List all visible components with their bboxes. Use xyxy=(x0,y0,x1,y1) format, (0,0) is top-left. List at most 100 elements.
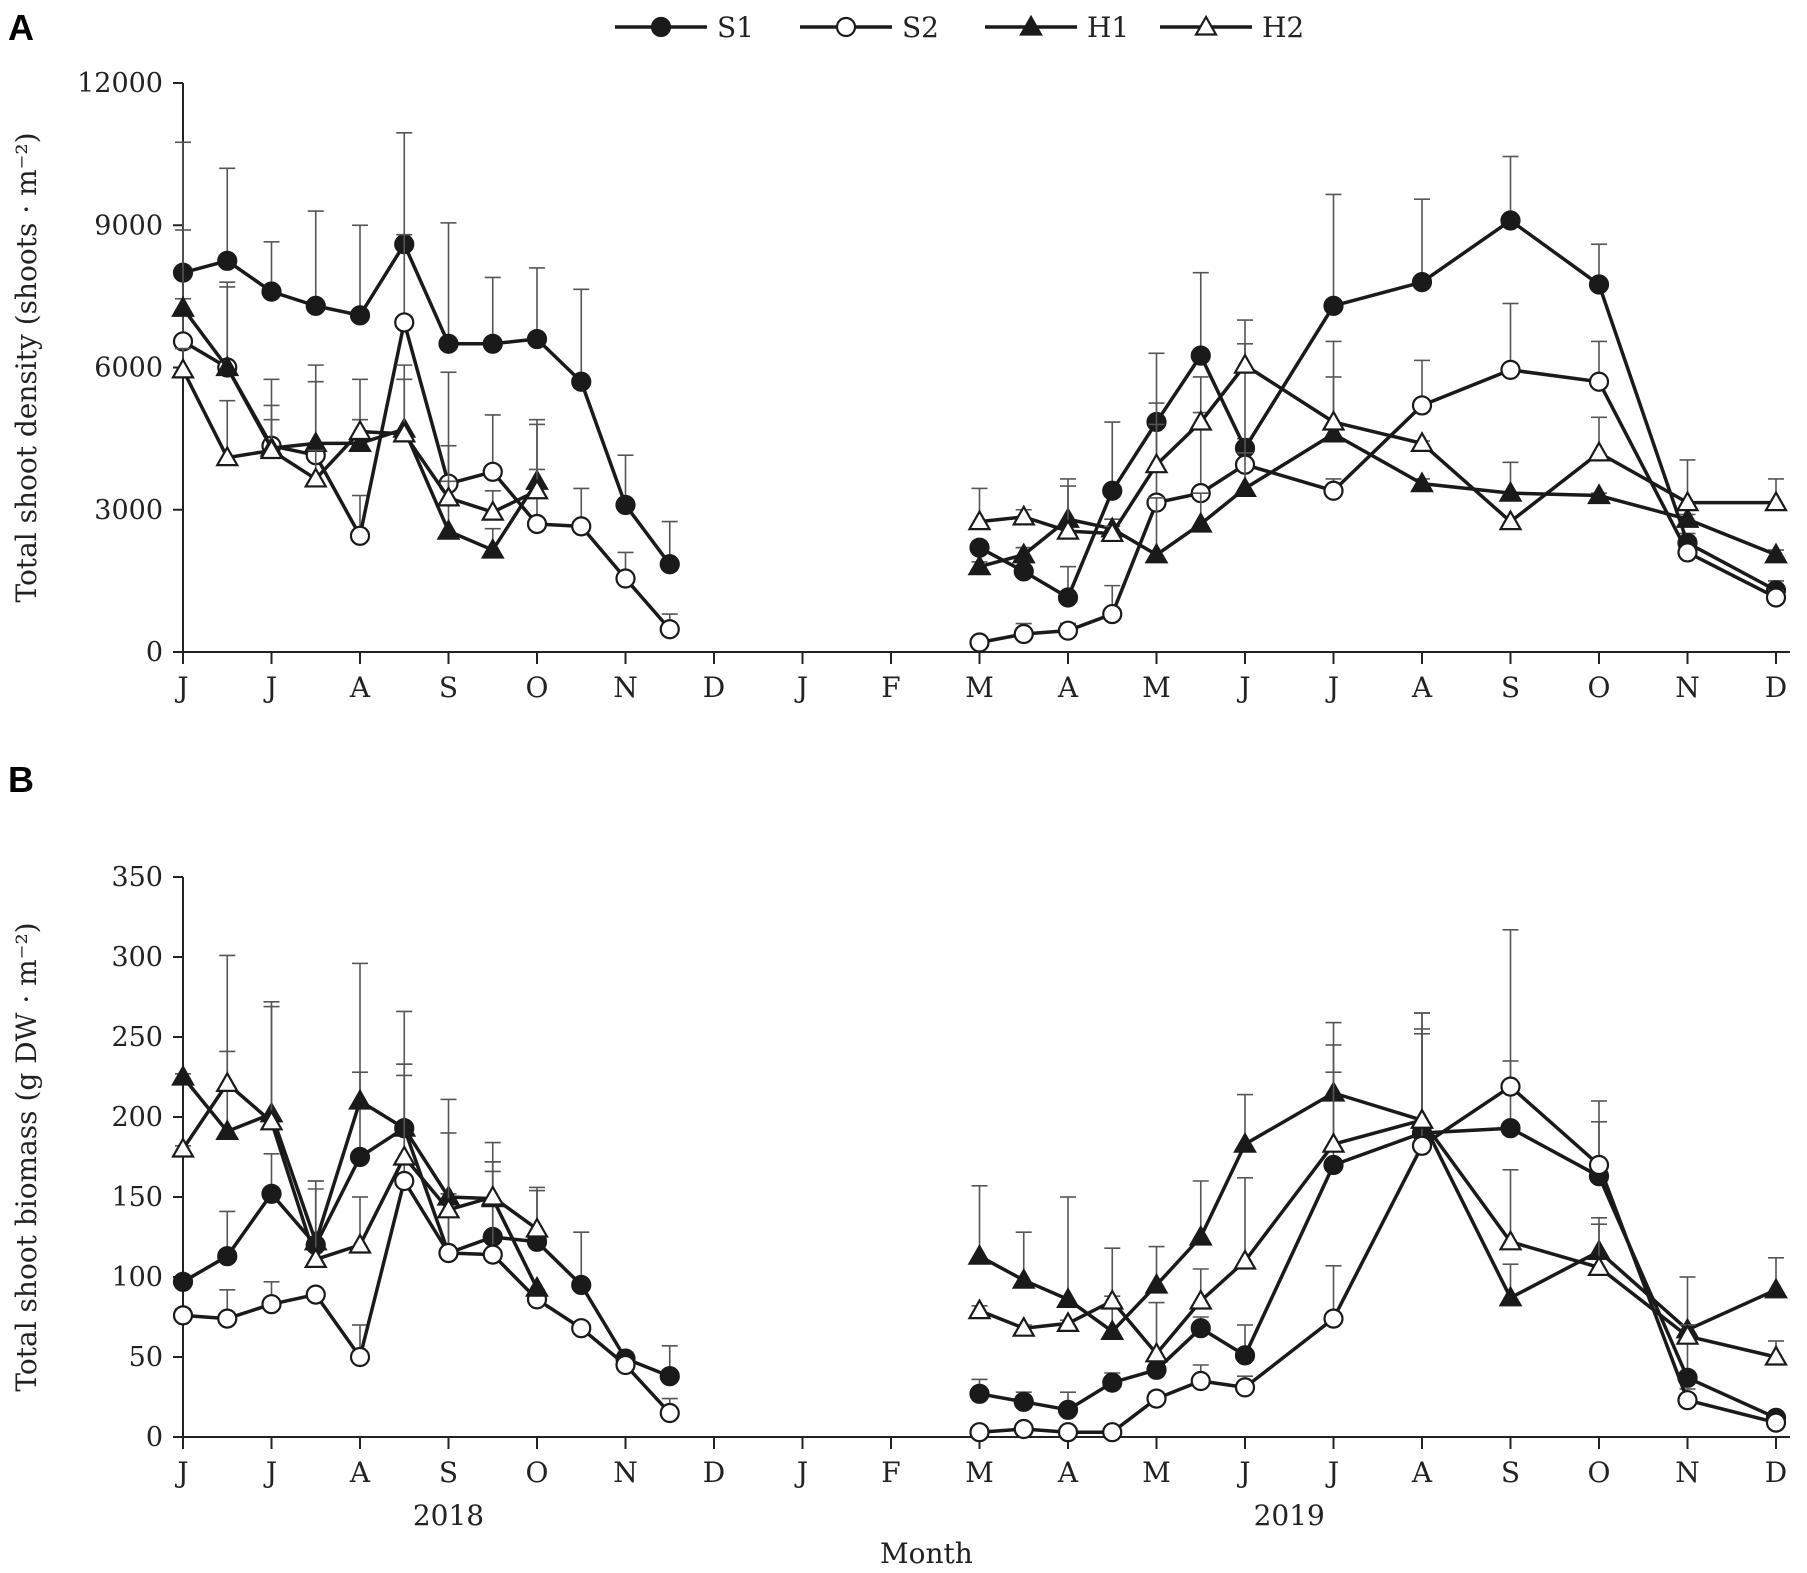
data-point-S2 xyxy=(1677,542,1698,563)
data-point-S2 xyxy=(1677,1390,1698,1411)
x-tick-label: J xyxy=(263,671,277,704)
x-tick-label: M xyxy=(965,671,994,704)
legend-label: S1 xyxy=(717,11,754,44)
data-point-H2 xyxy=(1100,1288,1125,1310)
data-point-H1 xyxy=(1321,421,1346,443)
data-point-S1 xyxy=(438,333,459,354)
legend-marker xyxy=(1019,14,1043,36)
data-point-H2 xyxy=(1498,1229,1523,1251)
data-point-S2 xyxy=(438,1242,459,1264)
data-point-S1 xyxy=(172,1271,194,1292)
series-line-S1 xyxy=(978,218,1777,600)
data-point-H2 xyxy=(348,1232,372,1254)
data-point-S2 xyxy=(1323,1308,1344,1329)
data-point-H2 xyxy=(1587,1255,1611,1277)
data-point-H2 xyxy=(436,485,461,507)
data-point-H2 xyxy=(348,419,372,441)
x-tick-label: A xyxy=(1057,671,1079,704)
x-tick-label: F xyxy=(881,671,900,704)
data-point-S2 xyxy=(482,461,503,482)
data-point-S1 xyxy=(1146,1359,1167,1380)
data-point-H2 xyxy=(480,1184,505,1206)
data-point-H2 xyxy=(1321,1131,1346,1153)
data-point-H1 xyxy=(1233,1131,1257,1153)
x-tick-label: J xyxy=(1325,1456,1339,1489)
series-line-H1 xyxy=(978,1091,1777,1334)
legend: S1 S2 H1 H2 xyxy=(615,11,1304,44)
data-point-H1 xyxy=(1764,542,1788,564)
data-point-S1 xyxy=(615,494,636,516)
data-point-H1 xyxy=(1188,511,1213,533)
data-point-H2 xyxy=(171,1136,195,1158)
x-axis-title: Month xyxy=(880,1537,973,1570)
data-point-S1 xyxy=(1057,1399,1079,1420)
data-point-S2 xyxy=(969,1422,990,1443)
data-point-H2 xyxy=(1056,1311,1080,1333)
data-point-S1 xyxy=(261,1183,282,1204)
x-tick-label: N xyxy=(613,671,638,704)
data-point-H1 xyxy=(1011,1267,1036,1289)
data-point-H2 xyxy=(1144,1341,1169,1363)
x-tick-label: D xyxy=(1765,1456,1787,1489)
data-point-S1 xyxy=(1234,1345,1256,1366)
data-point-H1 xyxy=(525,1275,549,1297)
data-point-H1 xyxy=(1233,476,1257,498)
data-point-H1 xyxy=(171,1064,195,1086)
data-point-S1 xyxy=(1500,210,1521,231)
legend-marker xyxy=(835,16,857,38)
data-point-S1 xyxy=(969,537,990,558)
x-tick-label: S xyxy=(439,1456,458,1489)
x-tick-label: J xyxy=(1236,671,1250,704)
data-point-H2 xyxy=(259,1109,284,1131)
x-tick-label: S xyxy=(439,671,458,704)
series-H2 xyxy=(171,319,1788,543)
legend-item-H1: H1 xyxy=(985,11,1129,44)
x-tick-label: M xyxy=(1142,671,1171,704)
data-point-S2 xyxy=(217,1308,238,1329)
data-point-S1 xyxy=(1588,274,1610,295)
y-tick-label: 350 xyxy=(111,862,163,893)
panel-label: A xyxy=(8,7,34,48)
data-point-H1 xyxy=(1675,507,1700,528)
x-tick-label: D xyxy=(1765,671,1787,704)
data-point-H1 xyxy=(1011,542,1036,564)
data-point-S2 xyxy=(1102,603,1123,625)
data-point-H1 xyxy=(1188,1224,1213,1246)
data-point-S2 xyxy=(261,1294,282,1315)
y-axis-title: Total shoot biomass (g DW · m⁻²) xyxy=(10,922,43,1391)
data-point-H2 xyxy=(1188,409,1213,431)
x-tick-label: J xyxy=(263,1456,277,1489)
data-point-S1 xyxy=(1190,345,1211,366)
x-tick-label: J xyxy=(1236,1456,1250,1489)
data-point-S1 xyxy=(217,250,238,271)
x-tick-label: A xyxy=(1411,1456,1433,1489)
data-point-H1 xyxy=(1764,1277,1788,1299)
data-point-S1 xyxy=(1190,1318,1211,1339)
y-axis-title: Total shoot density (shoots · m⁻²) xyxy=(10,132,43,602)
x-tick-label: J xyxy=(174,1456,188,1489)
x-tick-label: F xyxy=(881,1456,900,1489)
y-tick-label: 0 xyxy=(146,637,163,668)
data-point-S1 xyxy=(1500,1118,1521,1139)
data-point-H2 xyxy=(1144,452,1169,474)
x-tick-label: O xyxy=(1588,1456,1611,1489)
x-tick-label: O xyxy=(526,671,549,704)
data-point-S2 xyxy=(172,1305,194,1326)
data-point-H2 xyxy=(392,1144,417,1166)
series-line-S2 xyxy=(979,1084,1777,1434)
data-point-H1 xyxy=(1144,542,1169,564)
data-point-S2 xyxy=(394,1170,415,1192)
data-point-H1 xyxy=(1056,1287,1080,1309)
data-point-H1 xyxy=(1144,1272,1169,1294)
data-point-S2 xyxy=(571,516,592,537)
y-tick-label: 250 xyxy=(111,1022,163,1053)
data-point-S2 xyxy=(1500,1076,1521,1097)
data-point-H2 xyxy=(1764,490,1788,512)
data-point-S2 xyxy=(1765,1412,1787,1433)
data-point-H2 xyxy=(303,466,328,488)
data-point-S2 xyxy=(1765,587,1787,608)
x-tick-label: D xyxy=(703,671,725,704)
x-tick-label: M xyxy=(1142,1456,1171,1489)
data-point-S2 xyxy=(1057,620,1079,641)
data-point-S2 xyxy=(172,331,194,352)
